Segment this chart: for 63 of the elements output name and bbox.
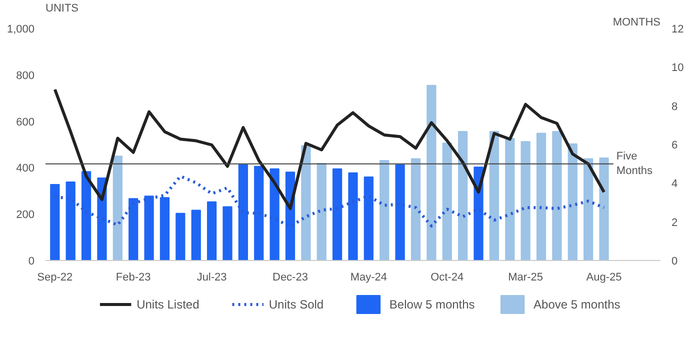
x-tick-label: Aug-25 bbox=[586, 272, 622, 284]
y2-tick-label: 10 bbox=[672, 62, 684, 74]
bar bbox=[81, 171, 92, 260]
ref-line-label: Five Months bbox=[616, 150, 654, 178]
bar bbox=[410, 158, 421, 260]
legend-label: Units Sold bbox=[268, 298, 324, 312]
line-series bbox=[53, 174, 606, 228]
bar bbox=[144, 196, 154, 260]
bar bbox=[426, 84, 436, 260]
bar bbox=[238, 164, 248, 260]
y-tick-label: 1,000 bbox=[6, 24, 35, 36]
bar bbox=[552, 131, 562, 260]
y-tick-label: 0 bbox=[28, 256, 35, 268]
bar bbox=[50, 184, 60, 260]
bar bbox=[128, 198, 138, 260]
y2-tick-label: 8 bbox=[672, 100, 678, 113]
bar bbox=[520, 141, 530, 260]
bar bbox=[505, 138, 515, 260]
x-tick-label: Dec-23 bbox=[272, 272, 308, 284]
bar bbox=[206, 201, 217, 260]
x-tick-label: Oct-24 bbox=[430, 272, 464, 284]
bar bbox=[254, 166, 264, 260]
bar bbox=[458, 131, 468, 260]
legend-label: Units Listed bbox=[136, 298, 200, 312]
bar bbox=[301, 145, 311, 260]
bar bbox=[380, 160, 390, 260]
y-tick-label: 800 bbox=[16, 70, 35, 82]
y-tick-label: 600 bbox=[16, 116, 35, 128]
bar bbox=[584, 158, 594, 260]
bar bbox=[489, 131, 500, 260]
bar bbox=[364, 176, 374, 260]
x-tick-label: May-24 bbox=[350, 272, 388, 284]
bar bbox=[112, 156, 122, 260]
legend-label: Above 5 months bbox=[534, 298, 620, 312]
bar bbox=[568, 143, 578, 260]
bar bbox=[160, 197, 170, 260]
bar bbox=[536, 132, 546, 260]
x-tick-label: Sep-22 bbox=[37, 272, 73, 284]
legend-label: Below 5 months bbox=[389, 298, 475, 312]
line-series bbox=[53, 88, 606, 210]
y-axis-title: UNITS bbox=[46, 2, 78, 14]
bar bbox=[332, 168, 342, 260]
bar bbox=[599, 158, 609, 260]
bar bbox=[191, 210, 201, 260]
x-tick-label: Mar-25 bbox=[508, 272, 543, 284]
y-tick-label: 200 bbox=[16, 209, 35, 222]
x-tick-label: Feb-23 bbox=[116, 272, 151, 284]
bar bbox=[222, 206, 232, 260]
bar bbox=[176, 212, 186, 260]
y2-tick-label: 2 bbox=[672, 216, 678, 229]
x-tick-label: Jul-23 bbox=[196, 272, 227, 284]
y2-tick-label: 6 bbox=[672, 140, 678, 152]
bar bbox=[66, 182, 76, 260]
y-tick-label: 400 bbox=[16, 162, 35, 175]
bar bbox=[348, 172, 358, 260]
y2-tick-label: 0 bbox=[672, 256, 678, 268]
y2-tick-label: 12 bbox=[672, 24, 684, 36]
y2-axis-title: MONTHS bbox=[612, 16, 661, 28]
bar bbox=[395, 164, 405, 260]
bar bbox=[442, 142, 452, 260]
bar bbox=[316, 162, 326, 260]
y2-tick-label: 4 bbox=[672, 178, 678, 190]
bar bbox=[270, 168, 280, 260]
